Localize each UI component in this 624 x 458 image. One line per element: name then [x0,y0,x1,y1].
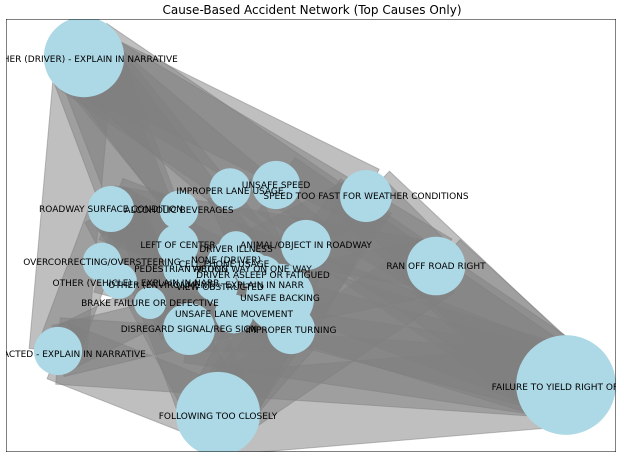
node-label-failure_yield: FAILURE TO YIELD RIGHT OF WAY [492,383,616,393]
node-label-left_center: LEFT OF CENTER [140,241,215,251]
node-alcohol [159,190,199,230]
node-label-other_environment: OTHER (ENVIRONMENT) - EXPLAIN IN NARR [108,281,304,291]
node-other_driver [43,19,125,98]
node-label-too_fast_weather: SPEED TOO FAST FOR WEATHER CONDITIONS [263,192,469,202]
node-label-none: NONE (DRIVER) [191,256,261,266]
node-label-driver_illness: DRIVER ILLNESS [199,245,273,255]
node-label-other_driver: OTHER (DRIVER) - EXPLAIN IN NARRATIVE [6,55,178,65]
node-label-road_surface: ROADWAY SURFACE CONDITION [39,205,183,215]
node-improper_lane [209,168,251,210]
node-label-unsafe_speed: UNSAFE SPEED [242,181,311,191]
node-label-cell_phone: CELL PHONE USAGE [179,260,270,270]
node-disregard_signal [163,303,215,355]
node-label-ran_off_road: RAN OFF ROAD RIGHT [386,262,486,272]
node-road_surface [87,185,135,233]
node-unsafe_speed [251,160,301,210]
node-label-asleep: DRIVER ASLEEP OR FATIGUED [196,271,330,281]
node-brake_failure [133,286,167,320]
node-label-improper_lane: IMPROPER LANE USAGE [176,187,284,197]
node-ran_off_road [406,236,466,296]
node-label-unsafe_lane_move: UNSAFE LANE MOVEMENT [175,310,293,320]
node-too_fast_weather [340,170,392,222]
node-label-following_close: FOLLOWING TOO CLOSELY [159,412,278,422]
network-plot: OTHER (DRIVER) - EXPLAIN IN NARRATIVE IMP… [6,19,616,452]
chart-title: Cause-Based Accident Network (Top Causes… [162,3,462,17]
node-following_close [175,371,261,452]
node-label-improper_turning: IMPROPER TURNING [246,326,337,336]
node-layer [33,19,616,452]
node-label-distracted: DISTRACTED - EXPLAIN IN NARRATIVE [6,350,146,360]
node-pedestrian [163,251,199,287]
node-label-pedestrian: PEDESTRIAN ACTION [134,265,228,275]
node-label-animal: ANIMAL/OBJECT IN ROADWAY [240,241,372,251]
node-unsafe_lane_move [214,294,254,334]
label-layer: OTHER (DRIVER) - EXPLAIN IN NARRATIVE IMP… [6,55,616,422]
node-animal [280,219,332,271]
node-label-unsafe_backing: UNSAFE BACKING [240,294,320,304]
node-label-disregard_signal: DISREGARD SIGNAL/REG SIGN [121,325,258,335]
node-label-other_vehicle: OTHER (VEHICLE) - EXPLAIN IN NARR [53,279,220,289]
node-distracted [33,326,83,376]
node-other_vehicle [101,263,137,299]
node-failure_yield [516,335,616,435]
node-label-overcorrecting: OVERCORRECTING/OVERSTEERING [23,258,181,268]
node-label-view_obstructed: VIEW OBSTRUCTED [176,283,264,293]
node-label-alcohol: ALCOHOLIC BEVERAGES [124,206,233,216]
node-label-brake_failure: BRAKE FAILURE OR DEFECTIVE [81,299,219,309]
node-improper_turning [266,305,316,355]
node-label-wrong_way: WRONG WAY ON ONE WAY [192,265,312,275]
